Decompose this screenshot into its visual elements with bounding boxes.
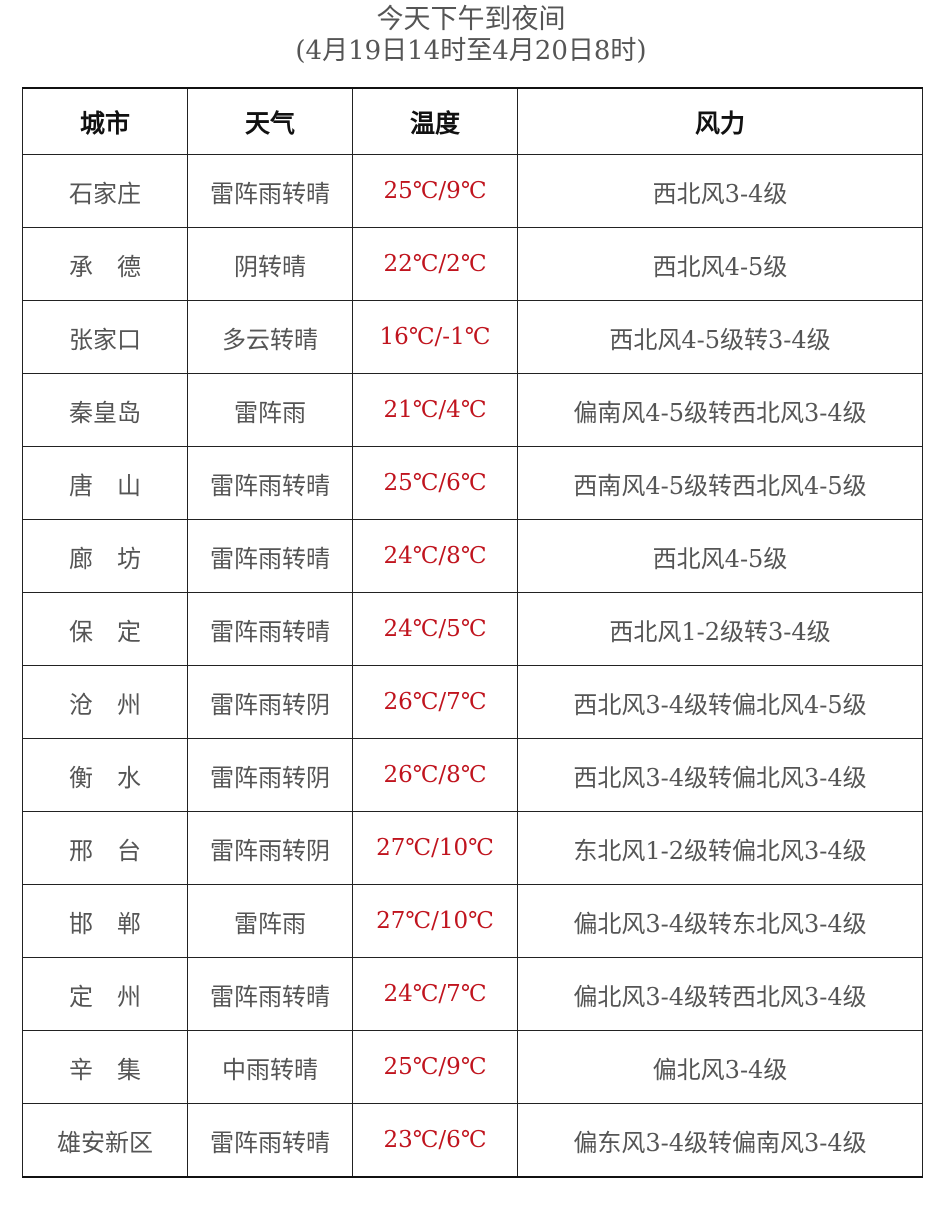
weather-cell: 多云转晴	[187, 300, 353, 374]
table-row: 辛 集中雨转晴 25℃/9℃ 偏北风3-4级	[22, 1030, 923, 1104]
table-row: 定 州雷阵雨转晴 24℃/7℃ 偏北风3-4级转西北风3-4级	[22, 957, 923, 1031]
table-row: 沧 州雷阵雨转阴 26℃/7℃ 西北风3-4级转偏北风4-5级	[22, 665, 923, 739]
city-cell: 定 州	[22, 957, 188, 1031]
temperature-cell: 24℃/8℃	[352, 519, 518, 593]
wind-cell: 偏北风3-4级转西北风3-4级	[517, 957, 923, 1031]
wind-cell: 偏北风3-4级	[517, 1030, 923, 1104]
wind-cell: 偏东风3-4级转偏南风3-4级	[517, 1103, 923, 1178]
wind-cell: 西北风4-5级	[517, 227, 923, 301]
weather-cell: 中雨转晴	[187, 1030, 353, 1104]
page-subtitle: (4月19日14时至4月20日8时)	[295, 36, 647, 66]
city-cell: 邢 台	[22, 811, 188, 885]
city-cell: 雄安新区	[22, 1103, 188, 1178]
temperature-cell: 24℃/7℃	[352, 957, 518, 1031]
weather-cell: 雷阵雨转晴	[187, 957, 353, 1031]
weather-cell: 雷阵雨	[187, 884, 353, 958]
city-cell: 沧 州	[22, 665, 188, 739]
temperature-cell: 22℃/2℃	[352, 227, 518, 301]
temperature-cell: 25℃/9℃	[352, 1030, 518, 1104]
city-cell: 衡 水	[22, 738, 188, 812]
wind-cell: 西北风4-5级转3-4级	[517, 300, 923, 374]
header-wind: 风力	[517, 87, 923, 155]
weather-cell: 雷阵雨转阴	[187, 665, 353, 739]
wind-cell: 西北风3-4级	[517, 154, 923, 228]
weather-cell: 雷阵雨	[187, 373, 353, 447]
temperature-cell: 27℃/10℃	[352, 811, 518, 885]
header-temperature: 温度	[352, 87, 518, 155]
table-row: 承 德阴转晴 22℃/2℃ 西北风4-5级	[22, 227, 923, 301]
header-weather: 天气	[187, 87, 353, 155]
wind-cell: 东北风1-2级转偏北风3-4级	[517, 811, 923, 885]
temperature-cell: 25℃/9℃	[352, 154, 518, 228]
wind-cell: 西北风1-2级转3-4级	[517, 592, 923, 666]
wind-cell: 西北风4-5级	[517, 519, 923, 593]
table-row: 邯 郸雷阵雨 27℃/10℃ 偏北风3-4级转东北风3-4级	[22, 884, 923, 958]
city-cell: 廊 坊	[22, 519, 188, 593]
table-row: 雄安新区 雷阵雨转晴 23℃/6℃ 偏东风3-4级转偏南风3-4级	[22, 1103, 923, 1178]
city-cell: 辛 集	[22, 1030, 188, 1104]
wind-cell: 偏南风4-5级转西北风3-4级	[517, 373, 923, 447]
table-row: 张家口 多云转晴 16℃/-1℃ 西北风4-5级转3-4级	[22, 300, 923, 374]
wind-cell: 西北风3-4级转偏北风4-5级	[517, 665, 923, 739]
city-cell: 张家口	[22, 300, 188, 374]
city-cell: 秦皇岛	[22, 373, 188, 447]
temperature-cell: 27℃/10℃	[352, 884, 518, 958]
temperature-cell: 26℃/8℃	[352, 738, 518, 812]
table-header-row: 城市 天气 温度 风力	[22, 87, 923, 155]
temperature-cell: 24℃/5℃	[352, 592, 518, 666]
table-row: 石家庄 雷阵雨转晴 25℃/9℃ 西北风3-4级	[22, 154, 923, 228]
wind-cell: 西南风4-5级转西北风4-5级	[517, 446, 923, 520]
table-row: 衡 水雷阵雨转阴 26℃/8℃ 西北风3-4级转偏北风3-4级	[22, 738, 923, 812]
header-city: 城市	[22, 87, 188, 155]
temperature-cell: 25℃/6℃	[352, 446, 518, 520]
city-cell: 石家庄	[22, 154, 188, 228]
temperature-cell: 16℃/-1℃	[352, 300, 518, 374]
table-row: 廊 坊雷阵雨转晴 24℃/8℃ 西北风4-5级	[22, 519, 923, 593]
table-row: 唐 山雷阵雨转晴 25℃/6℃ 西南风4-5级转西北风4-5级	[22, 446, 923, 520]
wind-cell: 西北风3-4级转偏北风3-4级	[517, 738, 923, 812]
table-row: 秦皇岛 雷阵雨 21℃/4℃ 偏南风4-5级转西北风3-4级	[22, 373, 923, 447]
weather-cell: 雷阵雨转晴	[187, 154, 353, 228]
wind-cell: 偏北风3-4级转东北风3-4级	[517, 884, 923, 958]
table-row: 邢 台雷阵雨转阴 27℃/10℃ 东北风1-2级转偏北风3-4级	[22, 811, 923, 885]
weather-cell: 阴转晴	[187, 227, 353, 301]
weather-cell: 雷阵雨转阴	[187, 738, 353, 812]
weather-cell: 雷阵雨转晴	[187, 592, 353, 666]
temperature-cell: 21℃/4℃	[352, 373, 518, 447]
temperature-cell: 23℃/6℃	[352, 1103, 518, 1178]
city-cell: 保 定	[22, 592, 188, 666]
page-title: 今天下午到夜间	[376, 4, 566, 35]
table-row: 保 定雷阵雨转晴 24℃/5℃ 西北风1-2级转3-4级	[22, 592, 923, 666]
temperature-cell: 26℃/7℃	[352, 665, 518, 739]
city-cell: 邯 郸	[22, 884, 188, 958]
weather-cell: 雷阵雨转晴	[187, 446, 353, 520]
weather-cell: 雷阵雨转晴	[187, 1103, 353, 1178]
weather-table: 城市 天气 温度 风力 石家庄 雷阵雨转晴 25℃/9℃ 西北风3-4级承 德阴转晴 2…	[22, 87, 923, 1178]
weather-cell: 雷阵雨转阴	[187, 811, 353, 885]
city-cell: 承 德	[22, 227, 188, 301]
city-cell: 唐 山	[22, 446, 188, 520]
weather-cell: 雷阵雨转晴	[187, 519, 353, 593]
